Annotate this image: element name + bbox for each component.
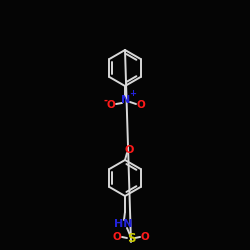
Text: O: O	[136, 100, 145, 110]
Text: O: O	[124, 145, 134, 155]
Text: N: N	[122, 95, 130, 105]
Text: O: O	[106, 100, 116, 110]
Text: HN: HN	[114, 219, 132, 229]
Text: O: O	[140, 232, 149, 242]
Text: -: -	[103, 96, 107, 106]
Text: +: +	[130, 90, 136, 98]
Text: S: S	[127, 232, 135, 244]
Text: O: O	[112, 232, 122, 242]
